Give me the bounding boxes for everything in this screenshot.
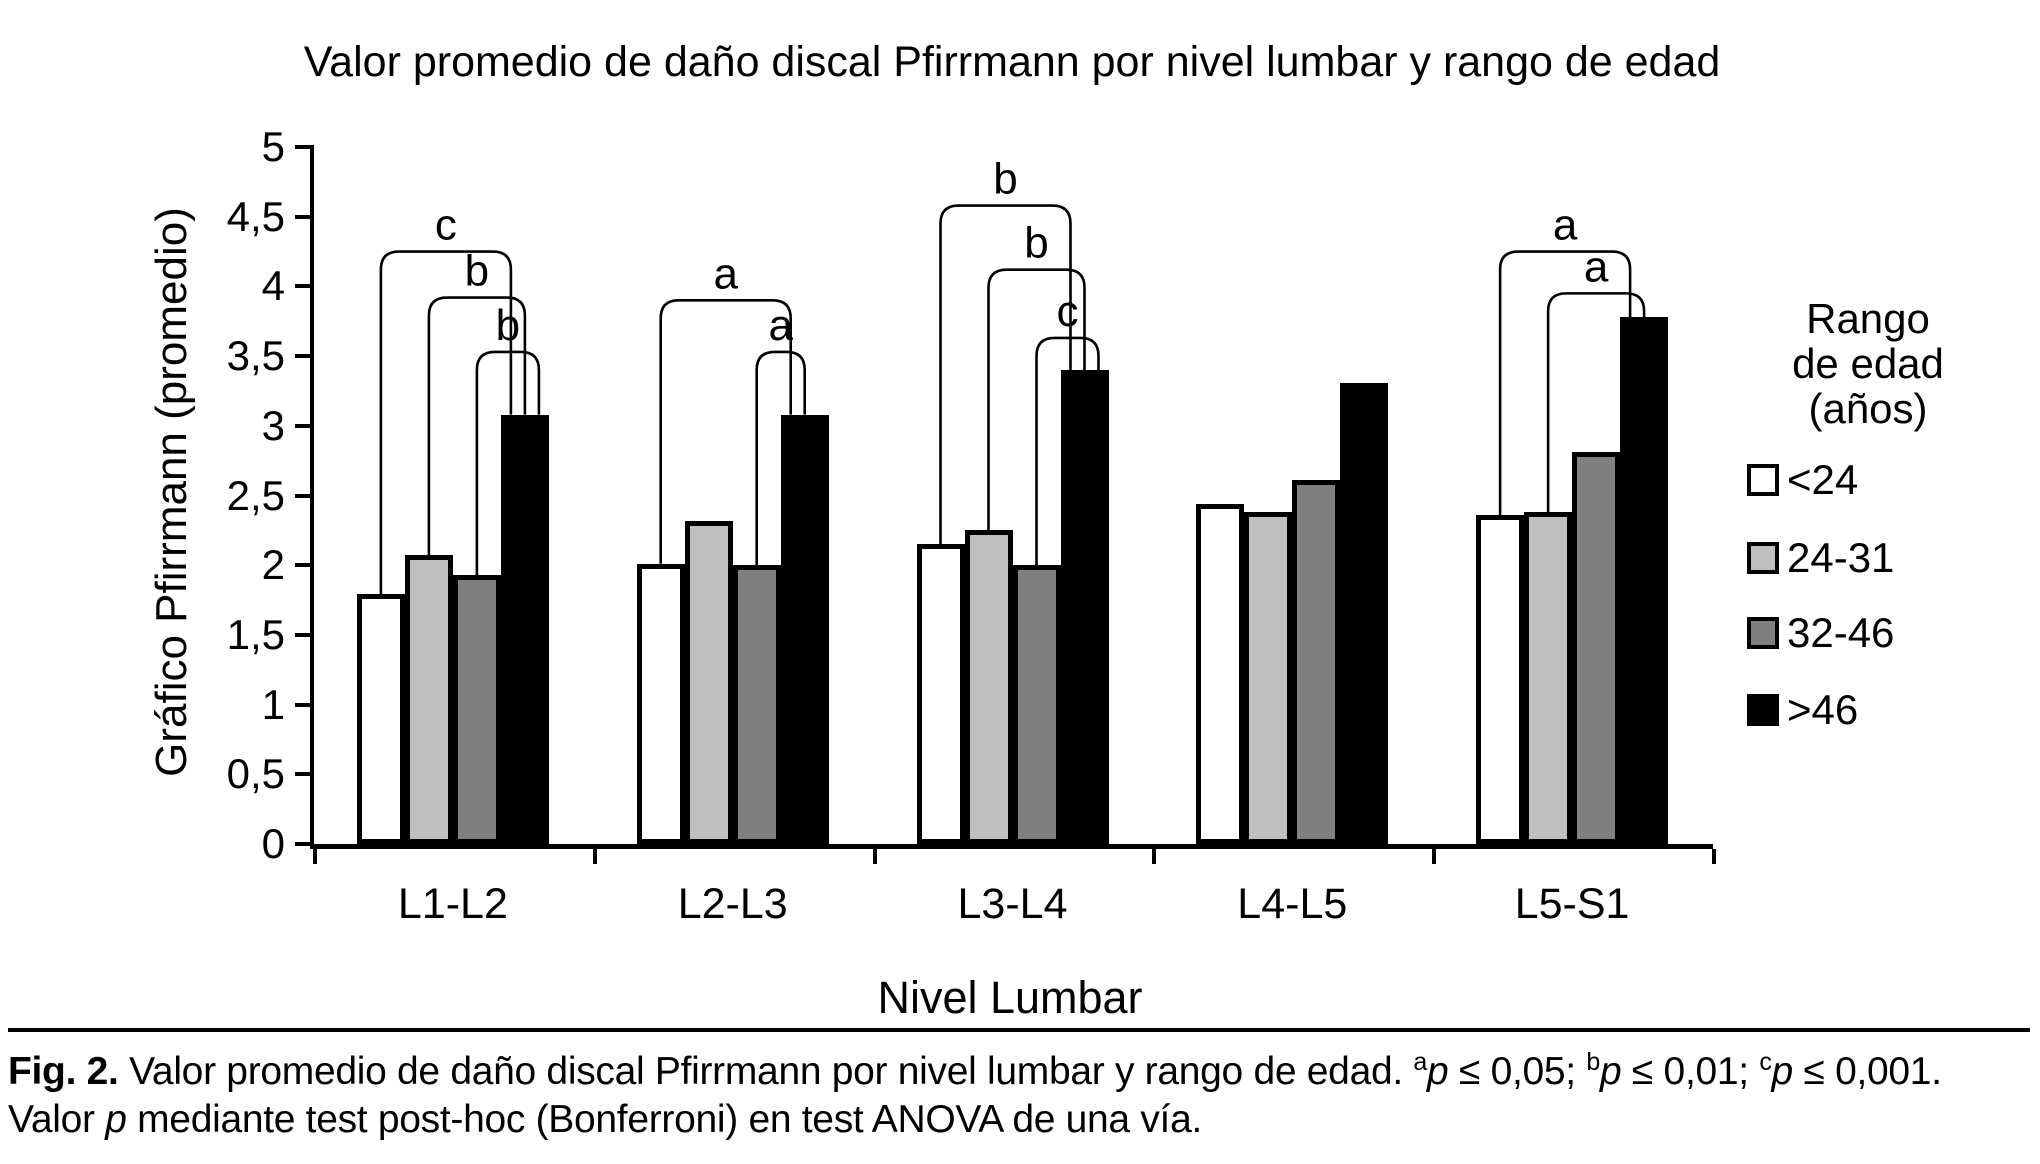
legend-label->46: >46 — [1787, 686, 1859, 733]
bar-L1-L2-<24 — [356, 594, 405, 844]
bar-L2-L3-24-31 — [684, 520, 733, 844]
legend-item-32-46: 32-46 — [1747, 612, 1894, 654]
y-tick-1,5 — [295, 632, 310, 637]
legend-label-<24: <24 — [1787, 456, 1859, 503]
caption-segment: c — [1759, 1048, 1772, 1076]
y-axis-line — [310, 145, 314, 848]
x-tick — [313, 849, 317, 864]
x-axis-label: Nivel Lumbar — [877, 972, 1143, 1023]
figure-caption: Fig. 2. Valor promedio de daño discal Pf… — [8, 1028, 2030, 1144]
x-tick — [872, 849, 877, 864]
y-tick-label-3,5: 3,5 — [226, 332, 285, 380]
y-tick-2 — [295, 563, 310, 568]
y-tick-4,5 — [295, 214, 310, 219]
legend-item-<24: <24 — [1747, 459, 1858, 501]
legend-item-24-31: 24-31 — [1747, 537, 1894, 579]
legend-item->46: >46 — [1747, 689, 1858, 731]
bracket-label-b: b — [496, 301, 520, 350]
bar-L4-L5-32-46 — [1292, 480, 1341, 844]
legend-swatch-24-31 — [1747, 542, 1779, 574]
y-tick-label-1: 1 — [261, 680, 285, 728]
y-tick-3 — [295, 423, 310, 428]
x-axis-line — [310, 844, 1713, 849]
bar-L5-S1-24-31 — [1524, 512, 1573, 844]
bar-L3-L4-32-46 — [1012, 565, 1061, 844]
legend-label-32-46: 32-46 — [1787, 609, 1895, 656]
x-tick — [1712, 849, 1716, 864]
y-tick-label-4,5: 4,5 — [226, 192, 285, 240]
legend-title-line: (años) — [1808, 385, 1928, 432]
bar-L1-L2->46 — [500, 414, 549, 844]
bracket-label-a: a — [768, 301, 793, 350]
x-tick — [592, 849, 597, 864]
bar-L1-L2-24-31 — [404, 555, 453, 844]
x-category-label-L2-L3: L2-L3 — [677, 880, 788, 928]
caption-segment: Fig. 2. — [8, 1050, 119, 1093]
bar-L1-L2-32-46 — [452, 574, 501, 844]
bracket-label-c: c — [435, 201, 457, 250]
bar-L4-L5-<24 — [1196, 503, 1245, 844]
bar-L5-S1-<24 — [1476, 515, 1525, 844]
caption-segment: ≤ 0,05; — [1448, 1050, 1587, 1093]
y-tick-label-5: 5 — [261, 123, 285, 170]
legend-title: Rango de edad (años) — [1733, 296, 2003, 431]
legend-swatch-32-46 — [1747, 617, 1779, 649]
legend-label-24-31: 24-31 — [1787, 534, 1895, 581]
bar-L3-L4-<24 — [916, 544, 965, 844]
legend-title-line: de edad — [1792, 340, 1944, 387]
bar-L3-L4->46 — [1060, 370, 1109, 844]
bar-L2-L3-32-46 — [732, 565, 781, 844]
bracket-label-b: b — [993, 155, 1017, 204]
x-category-label-L1-L2: L1-L2 — [397, 880, 508, 928]
y-tick-label-1,5: 1,5 — [226, 610, 285, 658]
y-tick-label-4: 4 — [261, 262, 285, 310]
caption-segment: Valor promedio de daño discal Pfirrmann … — [118, 1050, 1414, 1093]
legend-title-line: Rango — [1806, 295, 1930, 342]
significance-bracket-L1-L2-c — [379, 250, 513, 595]
caption-segment: a — [1413, 1048, 1428, 1076]
y-tick-label-2: 2 — [261, 541, 285, 589]
caption-segment: p — [1599, 1050, 1622, 1093]
y-tick-label-0: 0 — [261, 820, 285, 867]
bracket-label-b: b — [1024, 219, 1048, 268]
x-category-label-L5-S1: L5-S1 — [1514, 880, 1630, 928]
bracket-label-a: a — [1553, 201, 1578, 250]
legend-swatch-<24 — [1747, 464, 1779, 496]
y-tick-label-3: 3 — [261, 401, 285, 449]
y-tick-0 — [295, 842, 310, 846]
x-category-label-L3-L4: L3-L4 — [957, 880, 1068, 928]
chart-title: Valor promedio de daño discal Pfirrmann … — [303, 38, 1721, 86]
bracket-label-a: a — [713, 249, 738, 298]
y-tick-5 — [295, 145, 310, 149]
caption-segment: ≤ 0,001. Valor — [8, 1050, 1942, 1141]
bar-L4-L5->46 — [1340, 382, 1389, 844]
bar-L4-L5-24-31 — [1244, 512, 1293, 844]
x-category-label-L4-L5: L4-L5 — [1237, 880, 1348, 928]
legend-swatch->46 — [1747, 694, 1779, 726]
caption-segment: p — [1427, 1050, 1449, 1093]
bar-L5-S1->46 — [1620, 317, 1669, 844]
caption-segment: mediante test post-hoc (Bonferroni) en t… — [126, 1098, 1203, 1141]
y-tick-label-2,5: 2,5 — [226, 471, 285, 519]
x-tick — [1432, 849, 1437, 864]
bar-L2-L3->46 — [780, 414, 829, 844]
bar-L5-S1-32-46 — [1572, 452, 1621, 844]
bracket-label-c: c — [1057, 287, 1079, 336]
caption-segment: p — [105, 1098, 127, 1141]
caption-segment: ≤ 0,01; — [1621, 1050, 1760, 1093]
y-tick-2,5 — [295, 493, 310, 498]
caption-segment: p — [1771, 1050, 1794, 1093]
bar-L3-L4-24-31 — [964, 530, 1013, 844]
y-tick-4 — [295, 284, 310, 289]
y-tick-1 — [295, 702, 310, 707]
bracket-label-a: a — [1584, 242, 1609, 291]
caption-segment: b — [1586, 1048, 1600, 1076]
y-tick-3,5 — [295, 354, 310, 359]
y-tick-label-0,5: 0,5 — [226, 750, 285, 798]
bracket-label-b: b — [465, 247, 489, 296]
x-tick — [1152, 849, 1157, 864]
bar-L2-L3-<24 — [636, 563, 685, 844]
y-tick-0,5 — [295, 772, 310, 777]
significance-bracket-L3-L4-b — [939, 204, 1072, 545]
